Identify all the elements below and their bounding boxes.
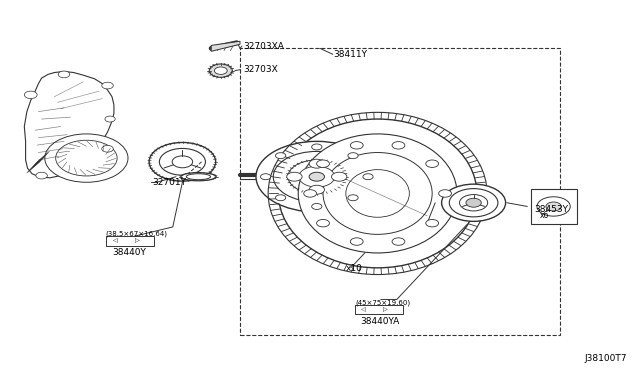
Text: ▷: ▷ [383,307,388,312]
Text: 38440YA: 38440YA [360,317,399,326]
Polygon shape [531,189,577,224]
Circle shape [275,153,285,158]
Text: 38453Y: 38453Y [534,205,568,214]
Circle shape [209,64,232,77]
Text: 38440Y: 38440Y [112,248,146,257]
Ellipse shape [278,119,477,268]
Circle shape [332,172,347,181]
Circle shape [312,203,322,209]
Circle shape [317,219,330,227]
Circle shape [350,142,363,149]
Circle shape [24,91,37,99]
Circle shape [350,238,363,245]
Ellipse shape [181,173,216,181]
Circle shape [56,140,117,176]
Circle shape [273,151,360,202]
Circle shape [363,174,373,180]
Circle shape [312,144,322,150]
Text: ▷: ▷ [135,238,140,243]
Polygon shape [211,41,240,51]
Circle shape [159,148,205,175]
Circle shape [466,198,481,207]
Circle shape [288,160,346,193]
Circle shape [309,159,324,168]
Ellipse shape [186,174,211,180]
Circle shape [149,142,216,181]
Circle shape [309,172,324,181]
Text: x10: x10 [346,264,362,273]
Circle shape [537,197,570,216]
Circle shape [287,172,302,181]
Circle shape [304,190,317,197]
Circle shape [348,153,358,158]
Bar [106,236,154,246]
Circle shape [460,195,488,211]
Circle shape [317,160,330,167]
Text: ◁: ◁ [360,307,365,312]
Circle shape [172,156,193,168]
Circle shape [442,184,506,221]
Circle shape [102,82,113,89]
Circle shape [348,195,358,201]
Text: (45×75×19.60): (45×75×19.60) [355,299,410,306]
Bar [355,305,403,314]
Circle shape [309,185,324,194]
Circle shape [214,67,227,74]
Text: (38.5×67×16.64): (38.5×67×16.64) [106,231,168,237]
Text: 32701Y: 32701Y [152,178,186,187]
Polygon shape [24,71,114,178]
Circle shape [426,219,438,227]
Circle shape [546,202,561,211]
Circle shape [438,190,451,197]
Circle shape [36,172,47,179]
Circle shape [102,145,113,152]
Circle shape [260,174,271,180]
Circle shape [299,166,335,187]
Bar [240,48,560,335]
Text: J38100T7: J38100T7 [585,355,627,363]
Circle shape [426,160,438,167]
Text: ◁: ◁ [112,238,116,243]
Circle shape [256,141,378,212]
Text: 32703XA: 32703XA [243,42,284,51]
Text: 38411Y: 38411Y [333,50,367,59]
Ellipse shape [346,170,410,217]
Circle shape [58,71,70,78]
Circle shape [392,238,405,245]
Ellipse shape [323,153,432,234]
Ellipse shape [298,134,457,253]
Circle shape [449,189,498,217]
Circle shape [275,195,285,201]
Circle shape [392,142,405,149]
Text: 32703X: 32703X [243,65,278,74]
Circle shape [105,116,115,122]
Circle shape [45,134,128,182]
Text: x6: x6 [540,211,549,220]
